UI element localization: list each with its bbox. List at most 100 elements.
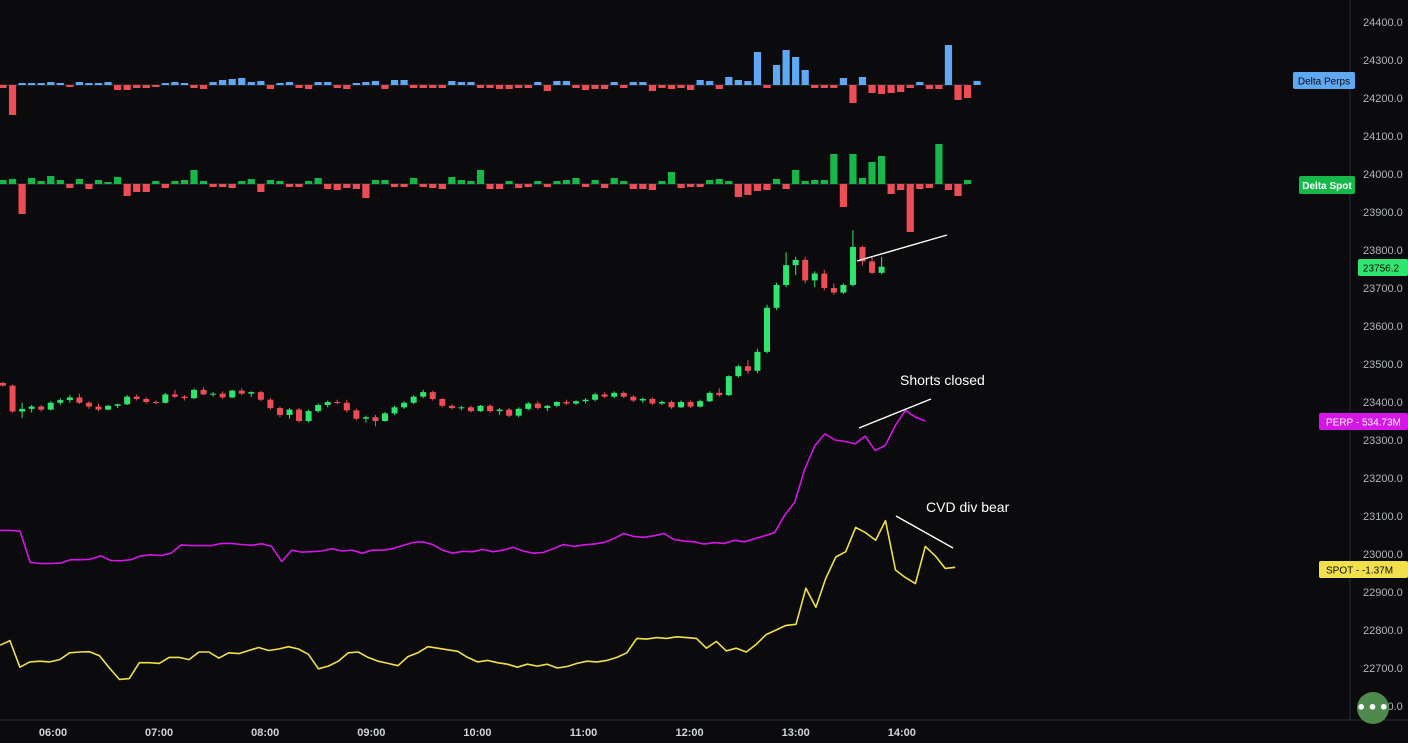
- spot-cvd-tag-label: SPOT - -1.37M: [1326, 566, 1393, 577]
- y-tick-label: 24000.0: [1363, 169, 1403, 181]
- candle-body: [487, 405, 494, 412]
- delta-spot-bar: [897, 184, 905, 190]
- candle-body: [764, 307, 770, 352]
- delta-perps-bar: [591, 85, 599, 89]
- delta-perps-bar: [658, 85, 666, 88]
- candle-body: [315, 405, 322, 412]
- delta-perps-bar: [849, 85, 857, 103]
- spot-cvd-tag-bg: [1319, 561, 1408, 578]
- delta-spot-bar: [114, 177, 122, 184]
- delta-spot-bar: [639, 184, 647, 189]
- candle-body: [582, 399, 589, 402]
- delta-perps-bar: [152, 85, 160, 87]
- candle-body: [38, 406, 45, 410]
- x-tick-label: 06:00: [39, 727, 67, 739]
- delta-spot-bar: [734, 184, 742, 197]
- y-tick-label: 22700.0: [1363, 663, 1403, 675]
- delta-spot-bar: [486, 184, 494, 189]
- candle-body: [592, 394, 599, 400]
- candle-body: [525, 403, 532, 409]
- delta-spot-bar: [352, 184, 360, 189]
- delta-spot-bar: [0, 180, 7, 184]
- candle-body: [9, 385, 16, 412]
- candle-body: [553, 402, 560, 406]
- y-tick-label: 24100.0: [1363, 131, 1403, 143]
- delta-spot-bar: [906, 184, 914, 232]
- delta-perps-bar: [496, 85, 504, 89]
- perp-cvd-line: [0, 409, 926, 565]
- x-axis[interactable]: 06:00 07:00 08:00 09:00 10:00 11:00 12:00 13:00…: [39, 727, 916, 739]
- candle-body: [773, 284, 780, 308]
- x-tick-label: 13:00: [782, 727, 810, 739]
- delta-perps-bar: [505, 85, 513, 89]
- delta-spot-bar: [56, 180, 64, 184]
- delta-spot-bar: [362, 184, 370, 198]
- y-tick-label: 24300.0: [1363, 55, 1403, 67]
- delta-spot-bar: [18, 184, 26, 214]
- delta-perps-bar: [935, 85, 943, 89]
- y-tick-label: 23300.0: [1363, 435, 1403, 447]
- spot-cvd-tag: SPOT - -1.37M: [1319, 561, 1408, 578]
- delta-spot-tag-bg: [1299, 176, 1355, 194]
- candle-body: [305, 411, 312, 421]
- perp-cvd-tag-separator: -: [1353, 418, 1362, 429]
- cvd-lines: [0, 409, 956, 681]
- delta-perps-bar: [352, 83, 360, 85]
- delta-spot-bar: [410, 178, 418, 184]
- delta-spot-bar: [935, 144, 943, 184]
- more-options-button[interactable]: •••: [1356, 692, 1390, 724]
- delta-spot-bar: [868, 162, 876, 184]
- delta-perps-bar: [610, 82, 618, 85]
- delta-perps-bar: [667, 85, 676, 89]
- delta-spot-bar: [725, 181, 733, 184]
- delta-perps-bar: [486, 85, 494, 88]
- more-horizontal-icon: •••: [1356, 698, 1390, 717]
- delta-perps-bar: [963, 85, 972, 98]
- delta-perps-bar: [744, 81, 752, 85]
- delta-spot-bar: [954, 184, 962, 196]
- delta-spot-bar: [801, 181, 809, 184]
- candle-body: [830, 288, 837, 293]
- candle-body: [200, 389, 207, 395]
- candle-body: [639, 398, 646, 401]
- delta-perps-bar: [56, 83, 64, 85]
- delta-spot-bar: [696, 184, 704, 187]
- candle-body: [506, 409, 513, 416]
- delta-perps-bar: [725, 77, 733, 85]
- delta-perps-bar: [811, 85, 819, 88]
- delta-spot-bar: [505, 181, 513, 184]
- delta-spot-bar: [763, 184, 771, 190]
- y-axis[interactable]: 24400.0 24300.0 24200.0 24100.0 24000.0 23900…: [1363, 17, 1403, 713]
- delta-spot-bar: [438, 184, 446, 189]
- x-tick-label: 07:00: [145, 727, 173, 739]
- candle-body: [458, 407, 465, 409]
- y-tick-label: 24400.0: [1363, 17, 1403, 29]
- candle-body: [477, 405, 484, 412]
- delta-spot-bar: [553, 181, 561, 184]
- candle-body: [716, 392, 723, 396]
- candle-body: [754, 351, 761, 371]
- delta-perps-bar: [199, 85, 208, 89]
- delta-perps-bar: [276, 83, 284, 85]
- delta-spot-bar: [238, 181, 246, 184]
- delta-spot-bar: [591, 180, 599, 184]
- delta-perps-bar: [715, 85, 723, 89]
- y-tick-label: 23400.0: [1363, 397, 1403, 409]
- candle-body: [105, 405, 112, 410]
- candle-body: [439, 398, 446, 406]
- delta-perps-bar: [677, 85, 685, 88]
- delta-perps-bar: [515, 85, 523, 88]
- delta-spot-bar: [199, 181, 208, 184]
- annotation-shorts-closed: Shorts closed: [900, 372, 985, 388]
- delta-spot-tag: Delta Spot: [1299, 176, 1355, 194]
- x-tick-label: 11:00: [570, 727, 598, 739]
- candle-body: [171, 394, 178, 397]
- delta-perps-bar: [257, 81, 265, 85]
- delta-spot-bar: [572, 178, 580, 184]
- delta-perps-bar: [734, 80, 742, 85]
- x-tick-label: 10:00: [463, 727, 491, 739]
- delta-perps-bar: [314, 82, 322, 85]
- delta-spot-tag-label: Delta Spot: [1302, 181, 1352, 192]
- delta-perps-bar: [820, 85, 828, 88]
